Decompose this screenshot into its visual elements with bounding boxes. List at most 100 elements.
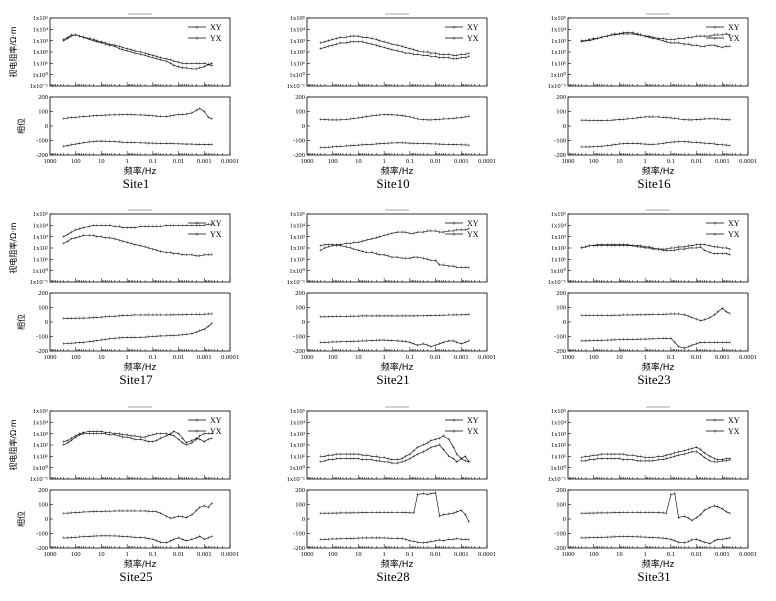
phase-point-YX: + [618, 142, 622, 148]
rho-point-XY: + [708, 455, 712, 461]
phase-point-XY: + [335, 118, 339, 124]
phase-point-XY: + [118, 509, 122, 515]
rho-point-YX: + [708, 251, 712, 257]
rho-tick-label: 1x10² [33, 245, 48, 252]
phase-point-YX: + [665, 537, 669, 543]
rho-point-YX: + [370, 42, 374, 48]
phase-point-YX: + [716, 538, 720, 544]
freq-axis-label: 频率/Hz [642, 558, 675, 570]
phase-point-YX: + [108, 140, 112, 146]
phase-point-YX: + [151, 538, 155, 544]
phase-point-XY: + [447, 117, 451, 123]
legend-label: YX [467, 34, 479, 43]
rho-point-YX: + [100, 40, 104, 46]
rho-point-YX: + [139, 438, 143, 444]
rho-point-XY: + [125, 49, 129, 55]
phase-tick-label: 100 [38, 502, 48, 509]
phase-point-XY: + [185, 313, 189, 319]
phase-point-YX: + [651, 337, 655, 343]
rho-point-XY: + [378, 456, 382, 462]
phase-point-YX: + [708, 142, 712, 148]
phase-point-XY: + [699, 118, 703, 124]
phase-point-YX: + [622, 338, 626, 344]
phase-tick-label: 200 [295, 94, 305, 101]
rho-tick-label: 1x10⁰ [32, 71, 48, 79]
rho-point-YX: + [108, 236, 112, 242]
rho-point-XY: + [728, 247, 732, 253]
phase-point-YX: + [713, 539, 717, 545]
rho-point-YX: + [429, 55, 433, 61]
phase-point-YX: + [716, 341, 720, 347]
freq-tick-label: 0.0001 [739, 354, 757, 361]
phase-point-XY: + [636, 116, 640, 122]
phase-point-YX: + [713, 341, 717, 347]
phase-point-YX: + [584, 339, 588, 345]
rho-point-YX: + [172, 59, 176, 65]
rho-tick-label: 1x10⁰ [550, 267, 566, 275]
rho-point-XY: + [464, 459, 468, 465]
phase-point-XY: + [125, 509, 129, 515]
rho-point-YX: + [361, 458, 365, 464]
freq-tick-label: 0.0001 [739, 158, 757, 165]
phase-point-YX: + [335, 340, 339, 346]
phase-point-XY: + [361, 116, 365, 122]
rho-point-YX: + [708, 459, 712, 465]
phase-point-XY: + [464, 513, 468, 519]
phase-point-YX: + [455, 537, 459, 543]
phase-point-XY: + [78, 511, 82, 517]
phase-point-YX: + [169, 539, 173, 545]
rho-point-YX: + [657, 38, 661, 44]
phase-point-YX: + [452, 143, 456, 149]
phase-point-XY: + [703, 117, 707, 123]
phase-point-YX: + [703, 341, 707, 347]
rho-point-XY: + [408, 452, 412, 458]
rho-tick-label: 1x10¹ [290, 61, 305, 68]
rho-point-YX: + [198, 62, 202, 68]
legend-label: YX [728, 34, 740, 43]
rho-point-YX: + [361, 250, 365, 256]
phase-point-XY: + [725, 510, 729, 516]
rho-point-XY: + [687, 36, 691, 42]
phase-point-XY: + [349, 117, 353, 123]
phase-point-XY: + [133, 509, 137, 515]
phase-point-YX: + [695, 342, 699, 348]
rho-tick-label: 1x10³ [290, 234, 305, 241]
rho-tick-label: 1x10⁰ [289, 71, 305, 79]
rho-point-XY: + [592, 244, 596, 250]
rho-point-YX: + [442, 263, 446, 269]
rho-point-XY: + [596, 37, 600, 43]
rho-point-XY: + [331, 38, 335, 44]
rho-point-XY: + [695, 34, 699, 40]
phase-point-XY: + [606, 314, 610, 320]
phase-point-XY: + [592, 314, 596, 320]
rho-tick-label: 1x10² [33, 49, 48, 56]
phase-point-XY: + [382, 314, 386, 320]
phase-point-XY: + [651, 115, 655, 121]
phase-point-XY: + [643, 511, 647, 517]
rho-point-YX: + [121, 239, 125, 245]
rho-point-YX: + [447, 56, 451, 62]
rho-point-XY: + [190, 224, 194, 230]
rho-point-YX: + [181, 253, 185, 259]
phase-point-YX: + [159, 142, 163, 148]
phase-point-XY: + [352, 314, 356, 320]
phase-point-YX: + [155, 334, 159, 340]
phase-point-XY: + [378, 113, 382, 119]
rho-point-YX: + [400, 460, 404, 466]
rho-point-XY: + [143, 435, 147, 441]
phase-point-XY: + [143, 509, 147, 515]
phase-point-XY: + [378, 511, 382, 517]
site-label: Site16 [637, 176, 671, 191]
phase-point-YX: + [147, 141, 151, 147]
phase-point-XY: + [198, 506, 202, 512]
freq-tick-label: 100 [328, 354, 338, 361]
phase-point-XY: + [452, 313, 456, 319]
rho-point-YX: + [129, 242, 133, 248]
legend-label: XY [210, 219, 222, 228]
rho-point-YX: + [584, 459, 588, 465]
rho-point-YX: + [408, 51, 412, 57]
phase-tick-label: -100 [36, 138, 48, 145]
phase-tick-label: -100 [293, 138, 305, 145]
rho-point-YX: + [426, 54, 430, 60]
